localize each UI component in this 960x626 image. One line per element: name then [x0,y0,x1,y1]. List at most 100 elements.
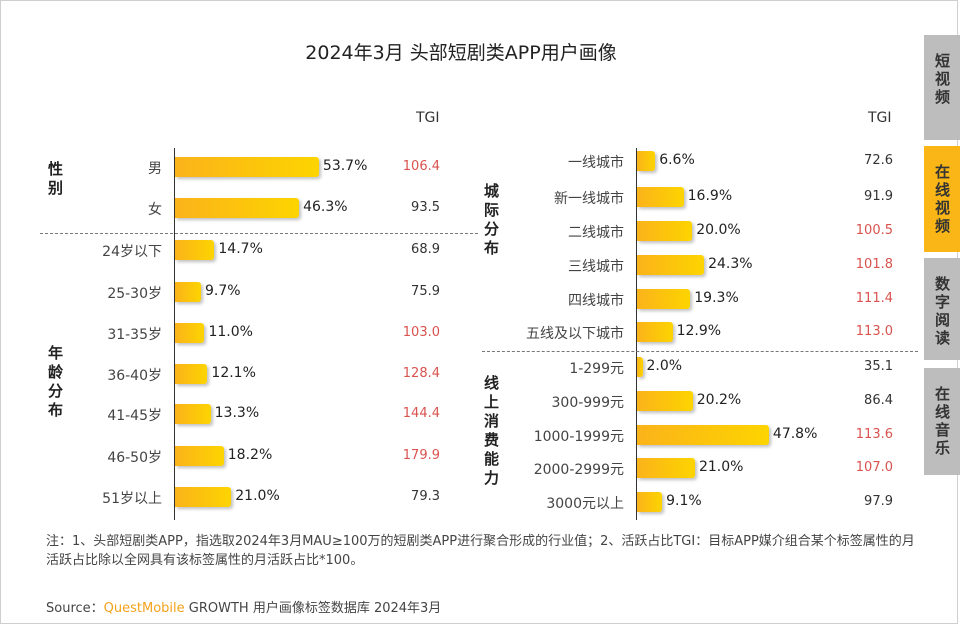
group-label-age: 年龄分布 [48,344,64,419]
category-label: 2000-2999元 [533,462,624,478]
source-text: GROWTH 用户画像标签数据库 2024年3月 [188,601,442,616]
category-label: 新一线城市 [554,191,624,207]
bar [637,289,691,309]
bar [175,487,232,507]
tgi-value: 93.5 [411,200,440,215]
tgi-value: 113.0 [855,324,893,339]
bar [637,458,695,478]
bar [637,255,705,275]
group-label-city: 城际分布 [484,182,500,257]
bar-value-label: 12.1% [211,365,256,381]
category-label: 二线城市 [568,225,624,241]
tab-label: 短视频 [933,53,951,107]
bar-value-label: 16.9% [687,188,733,204]
bar-value-label: 12.9% [676,323,722,339]
tgi-value: 128.4 [402,366,440,381]
category-label: 三线城市 [568,259,624,275]
tgi-value: 106.4 [402,159,440,174]
group-label-consumption: 线上消费能力 [484,374,500,487]
tgi-value: 86.4 [864,393,893,408]
bar-value-label: 21.0% [698,459,744,475]
tgi-value: 72.6 [864,153,893,168]
tab-short-video[interactable]: 短视频 [924,35,960,140]
category-label: 51岁以上 [102,491,162,507]
bar [637,357,643,377]
source-line: Source：QuestMobile GROWTH 用户画像标签数据库 2024… [46,597,441,616]
bar-value-label: 9.1% [666,493,702,509]
right-divider [482,351,918,352]
category-label: 1000-1999元 [533,429,624,445]
bar [637,492,663,512]
bar-value-label: 14.7% [218,241,263,257]
category-label: 31-35岁 [107,327,162,343]
tgi-value: 113.6 [855,427,893,442]
bar-value-label: 20.0% [696,222,741,238]
bar-value-label: 9.7% [204,283,241,299]
tgi-header-right: TGI [868,110,892,126]
tgi-value: 97.9 [864,494,893,509]
bar [637,187,684,207]
category-label: 46-50岁 [107,450,162,466]
group-label-gender: 性别 [48,160,64,197]
source-brand: QuestMobile [103,601,185,616]
category-label: 3000元以上 [546,496,624,512]
tgi-value: 100.5 [855,223,893,238]
bar [637,151,656,171]
tgi-value: 179.9 [402,448,440,463]
category-label: 25-30岁 [107,286,162,302]
category-label: 24岁以下 [102,244,162,260]
bar [637,221,693,241]
bar-value-label: 53.7% [322,158,368,174]
bar [175,157,319,177]
category-label: 五线及以下城市 [526,326,624,342]
tab-digital-reading[interactable]: 数字阅读 [924,258,960,360]
category-label: 四线城市 [568,293,624,309]
tab-online-video[interactable]: 在线视频 [924,146,960,252]
category-label: 300-999元 [551,395,625,411]
tab-online-music[interactable]: 在线音乐 [924,368,960,475]
tgi-value: 144.4 [402,406,440,421]
bar-value-label: 6.6% [659,152,695,168]
left-axis [174,148,175,520]
bar [175,282,201,302]
bar-value-label: 2.0% [646,358,683,374]
category-label: 1-299元 [569,361,624,377]
bar-value-label: 21.0% [235,488,280,504]
category-label: 女 [148,202,162,218]
bar-value-label: 19.3% [694,290,739,306]
bar [637,425,769,445]
tab-label: 在线视频 [933,164,951,236]
tab-label: 数字阅读 [933,276,951,348]
bar [175,364,208,384]
bar-value-label: 46.3% [303,199,348,215]
tgi-value: 107.0 [855,460,893,475]
tab-label: 在线音乐 [933,386,951,458]
tgi-value: 68.9 [411,242,440,257]
category-label: 男 [148,161,162,177]
bar [637,391,693,411]
category-label: 一线城市 [568,155,624,171]
tgi-value: 101.8 [855,257,893,272]
bar [175,323,205,343]
bar [637,322,673,342]
bar-value-label: 24.3% [708,256,753,272]
tgi-header-left: TGI [416,110,440,126]
tgi-value: 91.9 [864,189,893,204]
bar [175,198,300,218]
bar-value-label: 20.2% [696,392,742,408]
left-divider [40,233,478,234]
tgi-value: 35.1 [864,359,893,374]
category-label: 41-45岁 [107,408,162,424]
bar [175,446,224,466]
bar [175,240,215,260]
right-axis [636,148,637,520]
chart-title: 2024年3月 头部短剧类APP用户画像 [305,42,617,64]
tgi-value: 79.3 [411,489,440,504]
tgi-value: 103.0 [402,325,440,340]
tgi-value: 111.4 [855,291,893,306]
bar [175,404,211,424]
tgi-value: 75.9 [411,284,440,299]
bar-value-label: 18.2% [227,447,273,463]
bar-value-label: 11.0% [208,324,253,340]
